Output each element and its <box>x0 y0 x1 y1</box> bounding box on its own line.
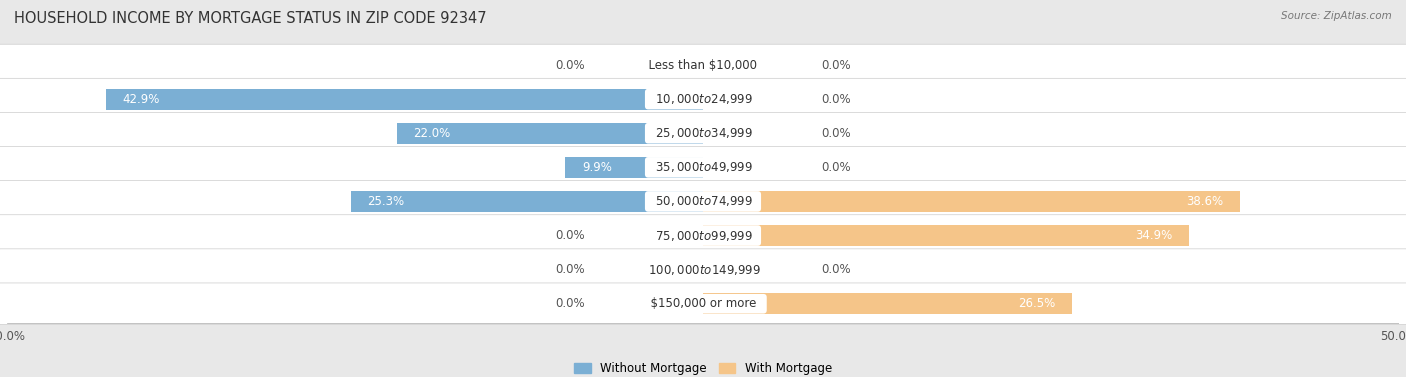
Text: Less than $10,000: Less than $10,000 <box>641 58 765 72</box>
FancyBboxPatch shape <box>0 283 1406 325</box>
Text: $25,000 to $34,999: $25,000 to $34,999 <box>648 126 758 140</box>
Text: 0.0%: 0.0% <box>821 161 851 174</box>
Bar <box>565 157 703 178</box>
Bar <box>703 191 1240 212</box>
Text: 25.3%: 25.3% <box>367 195 405 208</box>
FancyBboxPatch shape <box>0 249 1406 290</box>
Text: $10,000 to $24,999: $10,000 to $24,999 <box>648 92 758 106</box>
Bar <box>703 225 1189 246</box>
Text: 0.0%: 0.0% <box>555 58 585 72</box>
Text: 0.0%: 0.0% <box>821 127 851 140</box>
FancyBboxPatch shape <box>0 215 1406 256</box>
Text: 9.9%: 9.9% <box>582 161 612 174</box>
Bar <box>352 191 703 212</box>
Text: 38.6%: 38.6% <box>1187 195 1223 208</box>
FancyBboxPatch shape <box>0 181 1406 222</box>
Text: 0.0%: 0.0% <box>821 263 851 276</box>
Legend: Without Mortgage, With Mortgage: Without Mortgage, With Mortgage <box>569 357 837 377</box>
Text: $50,000 to $74,999: $50,000 to $74,999 <box>648 195 758 208</box>
Text: 42.9%: 42.9% <box>122 93 160 106</box>
Bar <box>703 293 1071 314</box>
Bar <box>396 123 703 144</box>
Bar <box>105 89 703 110</box>
Text: Source: ZipAtlas.com: Source: ZipAtlas.com <box>1281 11 1392 21</box>
Text: $35,000 to $49,999: $35,000 to $49,999 <box>648 160 758 174</box>
Text: 26.5%: 26.5% <box>1018 297 1054 310</box>
FancyBboxPatch shape <box>0 112 1406 154</box>
Text: HOUSEHOLD INCOME BY MORTGAGE STATUS IN ZIP CODE 92347: HOUSEHOLD INCOME BY MORTGAGE STATUS IN Z… <box>14 11 486 26</box>
FancyBboxPatch shape <box>0 147 1406 188</box>
Text: 0.0%: 0.0% <box>555 229 585 242</box>
Text: $150,000 or more: $150,000 or more <box>643 297 763 310</box>
Text: 0.0%: 0.0% <box>821 93 851 106</box>
Text: 22.0%: 22.0% <box>413 127 451 140</box>
Text: 34.9%: 34.9% <box>1135 229 1173 242</box>
Text: 0.0%: 0.0% <box>555 297 585 310</box>
Text: $75,000 to $99,999: $75,000 to $99,999 <box>648 228 758 242</box>
Text: $100,000 to $149,999: $100,000 to $149,999 <box>641 263 765 277</box>
FancyBboxPatch shape <box>0 44 1406 86</box>
FancyBboxPatch shape <box>0 78 1406 120</box>
Text: 0.0%: 0.0% <box>821 58 851 72</box>
Text: 0.0%: 0.0% <box>555 263 585 276</box>
